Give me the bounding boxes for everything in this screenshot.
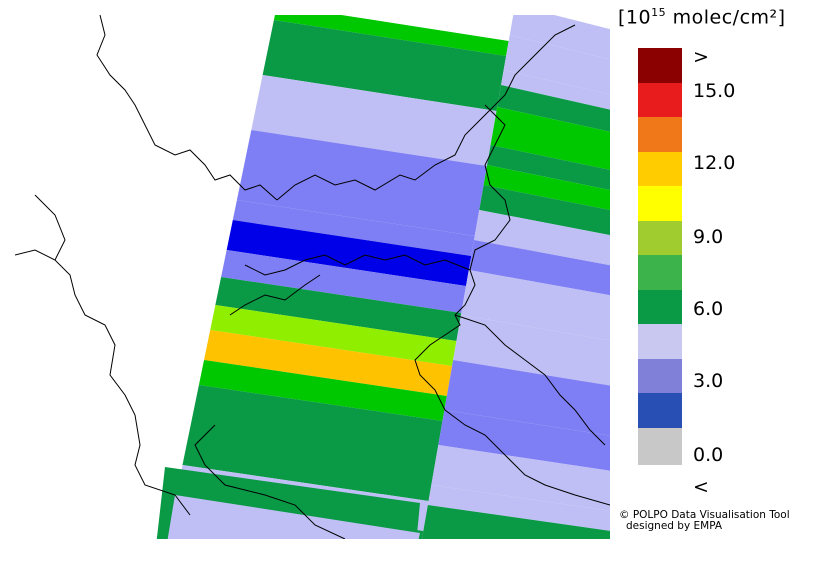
swath-band [221,250,467,313]
swath-band [427,485,610,531]
unit-label: [1015 molec/cm²] [618,6,786,28]
legend-tick-label: < [693,476,709,498]
border-line [194,424,346,539]
legend-tick-label: 9.0 [693,226,724,248]
legend-swatch [638,255,682,292]
swath-band [483,165,610,211]
swath-band [444,360,610,436]
legend-tick-label: 12.0 [693,152,736,174]
legend-swatch [638,324,682,361]
legend-swatch [638,427,682,465]
swath-band [232,200,475,256]
coastline-borders [15,15,610,539]
legend-tick-label: 0.0 [693,444,724,466]
border-line [15,249,191,516]
legend-swatch [638,48,682,85]
border-line [34,194,66,261]
legend-swatch [638,220,682,258]
swath-band [509,15,610,60]
border-line [244,254,471,276]
swath-band [503,35,610,95]
swath-band [215,277,462,341]
border-line [469,104,511,271]
border-line [96,15,278,201]
swath-band [431,445,610,511]
legend-swatch [638,151,682,189]
map-canvas [15,15,610,539]
legend-tick-label: 3.0 [693,370,724,392]
credit-line-1: © POLPO Data Visualisation Tool [619,509,790,521]
swath-band [204,330,453,396]
swath-band [479,185,610,236]
unit-exponent: 15 [651,6,667,19]
swath-band [497,85,610,132]
swath-band [251,75,497,166]
swath-band [468,240,610,296]
swath-band [182,385,443,501]
map-panel[interactable] [15,15,610,539]
unit-prefix: [10 [618,6,652,29]
legend-tick-label: 15.0 [693,80,736,102]
swath-band [210,305,457,366]
swath-band [501,70,610,110]
credit-line-2: designed by EMPA [626,520,723,532]
legend-swatch [638,82,682,120]
swath-band [167,495,420,539]
swath-band [262,20,507,111]
legend-swatch [638,358,682,396]
swath-band [226,220,472,286]
legend-tick-label: > [693,46,709,68]
border-line [276,24,576,201]
legend-swatch [638,117,682,154]
satellite-swath [156,15,610,539]
credit-text: © POLPO Data Visualisation Tool designed… [619,510,790,532]
border-line [229,274,321,316]
swath-band [487,145,610,190]
swath-band [273,15,509,56]
swath-band [474,210,610,266]
border-line [454,314,606,446]
legend-swatch [638,289,682,327]
unit-suffix: molec/cm²] [666,6,786,29]
swath-band [421,505,610,539]
legend-swatch [638,393,682,430]
border-line [414,269,610,506]
swath-band [490,107,610,170]
swath-band [198,360,447,421]
legend-tick-label: 6.0 [693,298,724,320]
swath-band [438,410,610,471]
swath-band [460,270,610,341]
legend-swatch [638,186,682,223]
